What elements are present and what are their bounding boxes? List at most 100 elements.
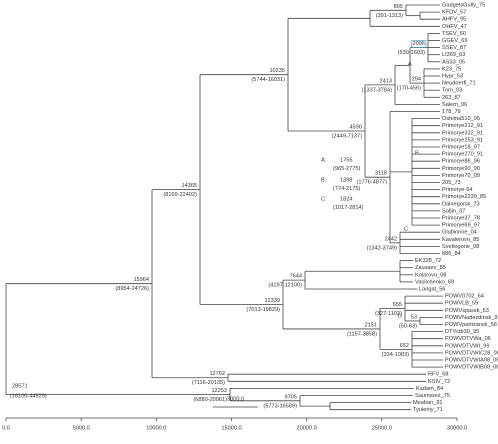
leaf-label: Kadam_84 (416, 386, 443, 392)
node-height: 28571 (12, 383, 28, 389)
highlight-box (411, 40, 427, 48)
node-hpd: (8169-22402) (163, 192, 197, 198)
node-hpd: (5744-16031) (251, 77, 285, 83)
clade-name: B: (321, 177, 327, 183)
axis-tick-label: 25000.0 (372, 425, 392, 431)
clade-letter: C (404, 226, 408, 232)
node-hpd: (2449-7137) (332, 134, 363, 140)
leaf-label: Primorye253_91 (442, 137, 483, 143)
leaf-label: POWVDTVWIC28_06 (445, 350, 498, 356)
leaf-label: LI369_63 (442, 52, 465, 58)
leaf-label: K23_75 (442, 66, 461, 72)
leaf-label: POWVDTVWa_06 (445, 336, 491, 342)
leaf-label: Primorye69_97 (442, 223, 480, 229)
node-hpd: (334-1083) (382, 352, 410, 358)
leaf-label: Primorye18_97 (442, 144, 480, 150)
leaf-label: DTVctb30_95 (445, 329, 479, 335)
leaf-label: Primorye37_78 (442, 215, 480, 221)
node-height: 14365 (181, 183, 197, 189)
leaf-label: POWV0702_64 (445, 294, 484, 300)
clade-name: A: (321, 157, 327, 163)
node-hpd: (16100-44929) (10, 393, 47, 399)
leaf-label: Sofjin_37 (442, 208, 465, 214)
node-height: 805 (394, 4, 403, 10)
node-hpd: (50-63) (399, 323, 417, 329)
node-height: 10235 (269, 68, 285, 74)
axis-tick-label: 10000.0 (146, 425, 166, 431)
leaf-label: Svetlogorie_08 (442, 244, 479, 250)
node-height: 655 (393, 302, 402, 308)
leaf-label: KSIV_72 (428, 379, 450, 385)
leaf-label: Zausaev_85 (415, 265, 446, 271)
node-height: 53 (411, 314, 417, 320)
leaf-label: Primorye90_90 (442, 166, 480, 172)
leaf-label: TSEV_60 (442, 31, 466, 37)
clade-height: 1398 (340, 177, 352, 183)
leaf-label: Toro_03 (442, 88, 462, 94)
node-hpd: (530-1603) (398, 50, 426, 56)
leaf-label: AS33_05 (442, 59, 465, 65)
leaf-label: Hypr_53 (442, 73, 463, 79)
node-height: 9705 (285, 394, 297, 400)
axis-tick-label: 0.0 (2, 425, 10, 431)
node-hpd: (327-1102) (375, 311, 402, 317)
node-hpd: (6880-20061) (193, 397, 227, 403)
axis-tick-label: 5000.0 (73, 425, 90, 431)
leaf-label: Saumarez_75 (415, 393, 450, 399)
scale-bar-label: 3000.0 (227, 396, 244, 402)
node-hpd: (1337-3784) (362, 87, 393, 93)
leaf-label: 178_79 (442, 109, 461, 115)
leaf-label: POWVspassk_53 (445, 308, 489, 314)
node-hpd: (7013-19829) (246, 307, 280, 313)
leaf-label: POWVpartizansk_56 (445, 322, 497, 328)
leaf-label: Primorye2239_85 (442, 194, 486, 200)
leaf-label: Meaban_81 (413, 400, 443, 406)
leaf-label: Primorye332_91 (442, 130, 483, 136)
leaf-label: Vasilchenko_69 (415, 279, 454, 285)
leaf-label: SSEV_87 (442, 45, 466, 51)
leaf-label: POWVDTVWI_99 (445, 343, 489, 349)
leaf-label: Oshima510_95 (442, 116, 480, 122)
node-height: 2151 (365, 322, 377, 328)
leaf-label: 886_84 (442, 251, 461, 257)
node-hpd: (170-456) (397, 86, 421, 92)
clade-letter: D (398, 313, 402, 319)
leaf-label: GGEV_69 (442, 38, 468, 44)
clade-name: C: (321, 196, 327, 202)
clade-hpd: (774-2175) (333, 186, 361, 192)
leaf-label: Salem_06 (442, 102, 467, 108)
leaf-label: GadgetsGully_75 (442, 2, 485, 8)
node-hpd: (4197-12100) (268, 283, 302, 289)
clade-hpd: (965-2775) (333, 166, 361, 172)
node-height: 15964 (133, 277, 149, 283)
node-height: 2442 (385, 236, 397, 242)
leaf-label: OHFV_47 (442, 24, 467, 30)
leaf-label: Dalnegorsk_73 (442, 201, 480, 207)
clade-letter: B (415, 150, 419, 156)
leaf-label: POWVDTVWIB08_06 (445, 365, 498, 371)
leaf-label: Kavalerovo_85 (442, 237, 479, 243)
leaf-label: Primorye212_91 (442, 123, 483, 129)
leaf-label: 205_73 (442, 180, 461, 186)
node-height: 2413 (380, 78, 392, 84)
leaf-label: RFV_68 (428, 372, 449, 378)
leaf-label: KFDV_57 (442, 10, 466, 16)
node-hpd: (1342-3749) (367, 245, 398, 251)
node-height: 2096 (413, 41, 425, 47)
leaf-label: POWVDTVWIA08_06 (445, 357, 498, 363)
node-height: 7644 (290, 274, 302, 280)
leaf-label: Primorye86_96 (442, 159, 480, 165)
leaf-label: Glubinnoe_04 (442, 230, 477, 236)
node-hpd: (1776-4877) (357, 180, 388, 186)
leaf-label: AHFV_95 (442, 17, 466, 23)
node-height: 3118 (375, 171, 387, 177)
leaf-label: Tyuleniy_71 (413, 407, 443, 413)
node-hpd: (1157-3858) (347, 331, 377, 337)
axis-tick-label: 15000.0 (221, 425, 241, 431)
leaf-label: Primorye270_91 (442, 152, 483, 158)
leaf-label: POWVNadezdinsk_91 (445, 315, 498, 321)
node-height: 294 (412, 77, 421, 83)
node-hpd: (5773-16589) (263, 403, 297, 409)
node-height: 12253 (211, 388, 227, 394)
